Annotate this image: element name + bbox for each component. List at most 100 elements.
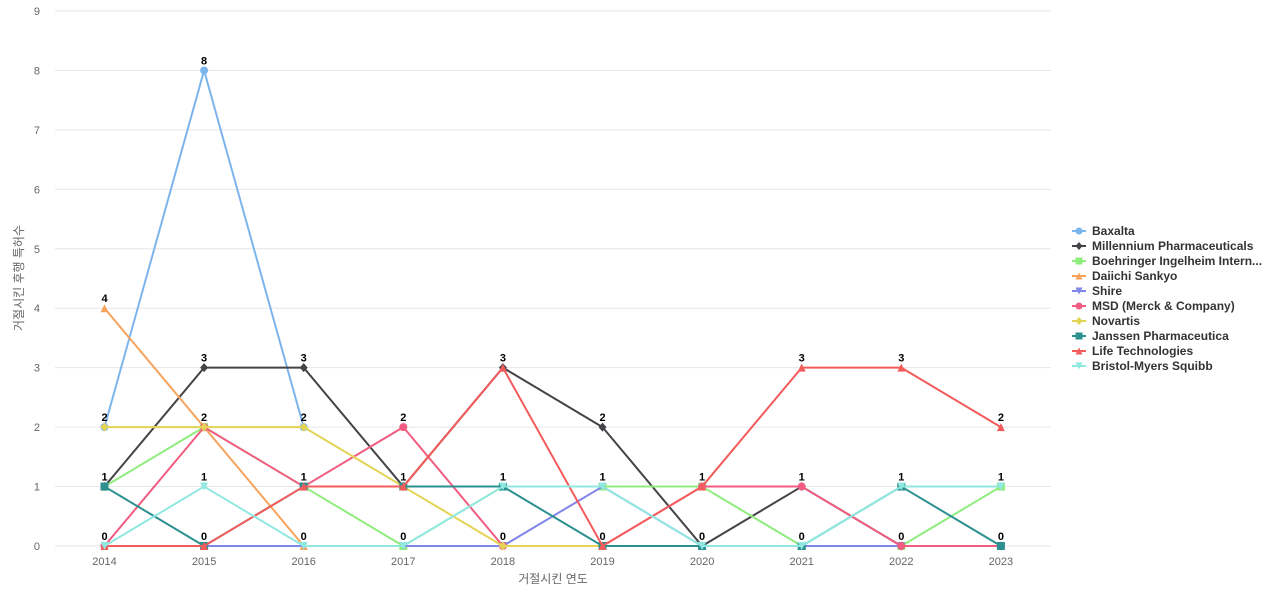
data-point xyxy=(399,542,408,550)
legend-marker xyxy=(1075,287,1083,295)
data-point xyxy=(797,482,806,491)
data-point xyxy=(299,363,308,373)
series-line xyxy=(103,485,1002,547)
series-janssen-pharmaceutica xyxy=(100,482,1005,550)
x-tick-label: 2018 xyxy=(491,556,515,568)
data-label: 0 xyxy=(599,531,605,543)
data-label: 2 xyxy=(301,412,307,424)
y-tick-label: 2 xyxy=(34,422,40,434)
data-point xyxy=(200,66,209,75)
data-label: 0 xyxy=(699,531,705,543)
x-tick-label: 2022 xyxy=(889,556,913,568)
x-axis-ticks: 2014 2015 2016 2017 2018 2019 2020 2021 2022 2023 xyxy=(92,556,1013,568)
data-label: 2 xyxy=(201,412,207,424)
x-axis-title: 거절시킨 연도 xyxy=(518,572,588,586)
data-label: 4 xyxy=(101,293,108,305)
data-label: 2 xyxy=(599,412,605,424)
data-point xyxy=(498,363,507,372)
data-point xyxy=(897,482,906,491)
data-label: 1 xyxy=(599,472,605,484)
legend-label: Boehringer Ingelheim Intern... xyxy=(1092,254,1262,268)
legend-item: Bristol-Myers Squibb xyxy=(1072,359,1213,373)
legend-label: Shire xyxy=(1092,284,1122,298)
data-point xyxy=(299,422,308,432)
y-tick-label: 1 xyxy=(34,482,40,494)
legend-marker xyxy=(1075,227,1083,235)
x-tick-label: 2015 xyxy=(192,556,216,568)
data-point xyxy=(598,482,607,491)
data-label: 8 xyxy=(201,55,207,67)
legend-marker xyxy=(1075,347,1083,355)
data-label: 1 xyxy=(799,472,805,484)
legend-label: Baxalta xyxy=(1092,224,1135,238)
data-point xyxy=(797,363,806,372)
series-life-technologies xyxy=(100,363,1005,550)
x-tick-label: 2023 xyxy=(989,556,1013,568)
x-tick-label: 2016 xyxy=(291,556,315,568)
legend-label: Bristol-Myers Squibb xyxy=(1092,359,1213,373)
data-point xyxy=(399,482,408,491)
x-tick-label: 2020 xyxy=(690,556,714,568)
data-point xyxy=(996,542,1005,550)
y-tick-label: 6 xyxy=(34,184,40,196)
x-tick-label: 2014 xyxy=(92,556,116,568)
data-point xyxy=(399,423,408,432)
x-tick-label: 2021 xyxy=(789,556,813,568)
x-tick-label: 2019 xyxy=(590,556,614,568)
y-tick-label: 4 xyxy=(34,303,40,315)
data-label: 0 xyxy=(301,531,307,543)
data-point xyxy=(200,542,209,550)
series-line xyxy=(103,426,604,547)
x-tick-label: 2017 xyxy=(391,556,415,568)
data-label: 3 xyxy=(201,353,207,365)
legend-item: Daiichi Sankyo xyxy=(1072,269,1177,283)
legend-item: Novartis xyxy=(1072,314,1140,328)
data-point xyxy=(200,422,209,432)
data-label: 0 xyxy=(101,531,107,543)
legend-marker xyxy=(1075,302,1083,310)
data-label: 2 xyxy=(998,412,1004,424)
data-label: 1 xyxy=(301,472,307,484)
data-label: 1 xyxy=(400,472,406,484)
data-labels: 4 2 1 0 8 3 2 1 0 3 2 1 0 2 1 0 3 1 0 2 1 0 1 0 3 1 0 3 1 0 2 1 0 xyxy=(101,55,1004,543)
legend-item: Shire xyxy=(1072,284,1122,298)
data-label: 2 xyxy=(101,412,107,424)
legend-item: Millennium Pharmaceuticals xyxy=(1072,239,1254,253)
y-tick-label: 7 xyxy=(34,125,40,137)
data-label: 1 xyxy=(998,472,1004,484)
data-point xyxy=(996,423,1005,432)
y-tick-label: 8 xyxy=(34,65,40,77)
data-point xyxy=(299,482,308,491)
data-label: 3 xyxy=(500,353,506,365)
legend-item: Baxalta xyxy=(1072,224,1135,238)
data-label: 2 xyxy=(400,412,406,424)
legend-marker xyxy=(1075,257,1083,265)
legend-item: Boehringer Ingelheim Intern... xyxy=(1072,254,1262,268)
y-axis-ticks: 0 1 2 3 4 5 6 7 8 9 xyxy=(34,6,40,553)
legend-label: Novartis xyxy=(1092,314,1140,328)
data-point xyxy=(299,542,308,550)
legend-item: Life Technologies xyxy=(1072,344,1193,358)
legend-label: MSD (Merck & Company) xyxy=(1092,299,1235,313)
data-point xyxy=(598,542,607,550)
data-label: 3 xyxy=(301,353,307,365)
data-label: 3 xyxy=(898,353,904,365)
series-bristol-myers-squibb xyxy=(100,482,1005,550)
series-line xyxy=(103,485,1002,547)
series-layer xyxy=(100,66,1005,551)
data-label: 0 xyxy=(500,531,506,543)
y-tick-label: 3 xyxy=(34,363,40,375)
data-point xyxy=(698,542,707,550)
legend-marker xyxy=(1075,332,1083,340)
y-axis-title: 거절시킨 후행 특허수 xyxy=(11,225,26,331)
legend-marker xyxy=(1075,317,1083,325)
data-point xyxy=(698,482,707,491)
data-point xyxy=(598,422,607,432)
legend-label: Millennium Pharmaceuticals xyxy=(1092,239,1254,253)
data-point xyxy=(100,304,109,313)
data-label: 0 xyxy=(400,531,406,543)
data-label: 1 xyxy=(699,472,705,484)
